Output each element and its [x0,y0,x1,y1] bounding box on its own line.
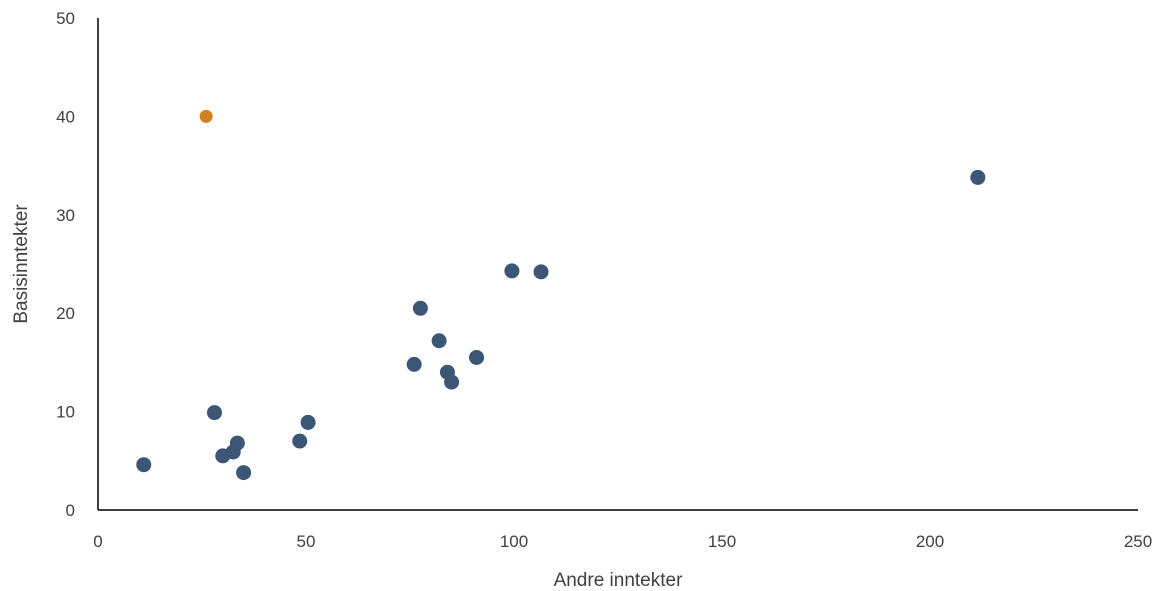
x-axis-title: Andre inntekter [554,570,684,591]
x-tick-label: 150 [708,532,736,551]
y-tick-label: 30 [56,206,75,225]
data-point [469,349,485,365]
y-tick-label: 40 [56,107,75,126]
data-point [136,457,152,473]
data-point [236,465,252,481]
axes [97,18,1138,511]
data-point [970,169,986,185]
data-points [136,109,986,481]
data-point [206,405,222,421]
y-tick-label: 0 [66,501,75,520]
x-tick-label: 0 [93,532,102,551]
x-tick-label: 50 [297,532,316,551]
data-point [229,435,245,451]
data-point [444,374,460,390]
y-tick-label: 50 [56,9,75,28]
data-point [406,356,422,372]
data-point [504,263,520,279]
y-tick-label: 10 [56,403,75,422]
data-point [533,264,549,280]
y-tick-label: 20 [56,304,75,323]
data-point [292,433,308,449]
x-tick-labels: 0 50 100 150 200 250 [93,532,1152,551]
x-tick-label: 250 [1124,532,1152,551]
x-tick-label: 100 [500,532,528,551]
y-axis-title: Basisinntekter [11,204,32,324]
data-point [300,414,316,430]
data-point [199,109,213,123]
x-tick-label: 200 [916,532,944,551]
data-point [431,333,447,349]
y-tick-labels: 0 10 20 30 40 50 [56,9,75,520]
data-point [412,300,428,316]
